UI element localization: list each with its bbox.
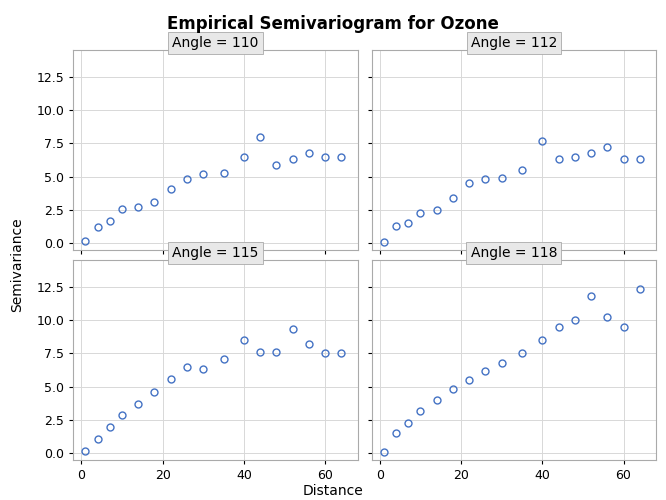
Title: Angle = 115: Angle = 115 [172,246,258,260]
Title: Angle = 118: Angle = 118 [471,246,557,260]
Text: Semivariance: Semivariance [10,218,24,312]
Title: Angle = 110: Angle = 110 [172,36,258,50]
Text: Empirical Semivariogram for Ozone: Empirical Semivariogram for Ozone [167,15,499,33]
Text: Distance: Distance [302,484,364,498]
Title: Angle = 112: Angle = 112 [471,36,557,50]
